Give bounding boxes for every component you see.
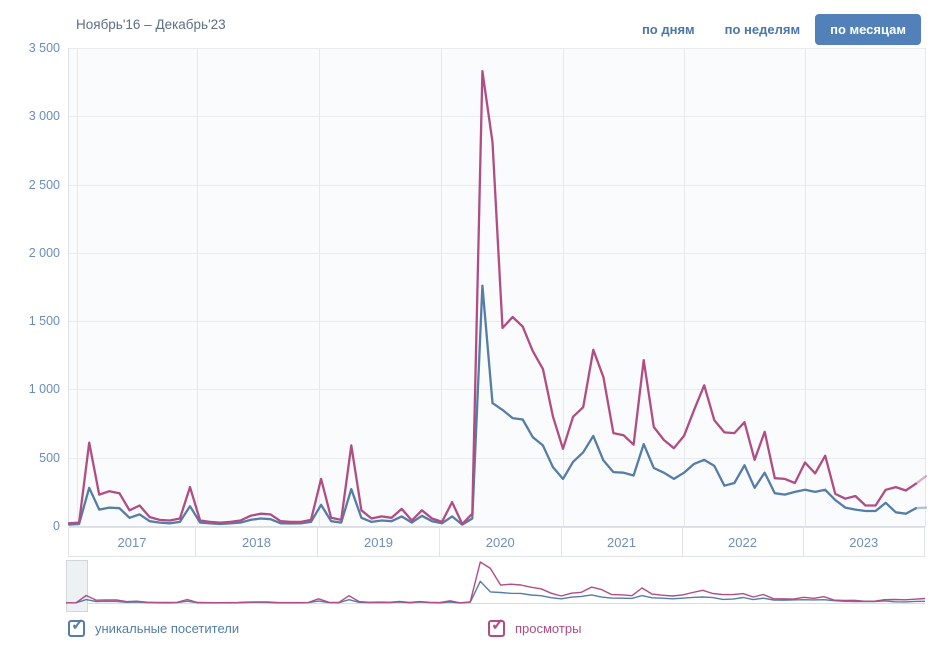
x-axis-label: 2022: [683, 528, 804, 556]
x-axis-label: 2018: [196, 528, 318, 556]
grid-line-v: [562, 48, 564, 526]
minimap[interactable]: [66, 560, 925, 612]
period-tabs: по дням по неделям по месяцам: [627, 14, 921, 45]
minimap-handle[interactable]: [66, 560, 88, 612]
tab-by-weeks[interactable]: по неделям: [724, 22, 801, 37]
visitors-checkbox: [68, 615, 85, 637]
grid-line-v: [441, 48, 442, 526]
x-axis: 2017 2018 2019 2020 2021 2022 2023: [68, 527, 925, 557]
tab-by-days[interactable]: по дням: [641, 22, 695, 37]
legend-item-views[interactable]: просмотры: [488, 615, 582, 637]
date-range-label: Ноябрь'16 – Декабрь'23: [76, 17, 226, 32]
views-label: просмотры: [515, 621, 582, 636]
grid-line-v: [804, 48, 806, 526]
views-checkbox: [488, 615, 505, 637]
views-line: [67, 70, 918, 526]
x-axis-label: 2017: [68, 528, 196, 556]
x-axis-label: 2019: [318, 528, 440, 556]
visitors-label: уникальные посетители: [95, 621, 240, 636]
grid-line-v: [925, 48, 926, 526]
tab-by-months[interactable]: по месяцам: [815, 14, 921, 45]
grid-line-h: [69, 389, 926, 391]
y-axis-label: 2 500: [28, 177, 60, 192]
y-axis-label: 3 000: [28, 109, 60, 124]
y-axis-label: 1 000: [28, 382, 60, 397]
grid-line-v: [319, 48, 320, 526]
visitors-line-current: [914, 506, 928, 510]
grid-line-h: [69, 321, 926, 323]
grid-line-v: [77, 48, 78, 526]
grid-line-v: [197, 48, 198, 526]
grid-line-h: [69, 184, 926, 186]
y-axis-label: 0: [53, 519, 60, 533]
minimap-visitors-line: [66, 580, 925, 604]
grid-line-v: [683, 48, 685, 526]
minimap-baseline: [66, 603, 925, 604]
grid-line-h: [69, 526, 926, 527]
y-axis-label: 3 500: [28, 41, 60, 55]
y-axis-label: 500: [39, 450, 60, 465]
x-axis-label: 2023: [804, 528, 925, 556]
views-line-current: [914, 475, 928, 485]
minimap-views-line: [66, 561, 925, 604]
legend-item-visitors[interactable]: уникальные посетители: [68, 615, 240, 637]
grid-line-h: [69, 457, 926, 459]
visitors-line: [67, 284, 918, 526]
y-axis-label: 2 000: [28, 245, 60, 260]
grid-line-h: [69, 48, 926, 49]
x-axis-label: 2021: [562, 528, 683, 556]
y-axis: 3 500 3 000 2 500 2 000 1 500 1 000 500 0: [0, 41, 60, 533]
grid-line-h: [69, 116, 926, 118]
y-axis-label: 1 500: [28, 314, 60, 329]
plot-area[interactable]: [67, 48, 928, 527]
x-axis-label: 2020: [440, 528, 562, 556]
